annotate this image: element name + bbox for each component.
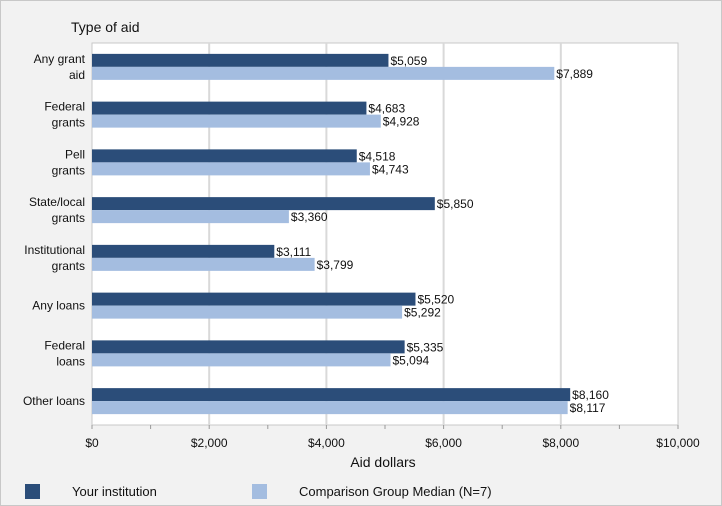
x-tick-label: $0 [85,436,99,450]
x-tick-label: $8,000 [542,436,579,450]
bar-value-label: $7,889 [556,67,593,81]
bar-value-label: $3,799 [317,258,354,272]
category-label: aid [69,68,85,82]
bar [92,401,568,415]
bar [92,305,403,319]
x-tick-label: $10,000 [656,436,700,450]
plot-area [91,42,679,426]
bar-value-label: $8,160 [572,388,609,402]
category-label: Any loans [32,299,85,313]
bar-value-label: $5,292 [404,306,441,320]
category-label: Institutional [24,243,85,257]
category-label: Federal [44,338,85,352]
category-label: grants [52,163,85,177]
category-label: grants [52,116,85,130]
bar [92,101,367,115]
bar-value-labels: $5,059 $7,889 $4,683$4,928 $4,518$4,743 $5,8… [276,54,609,415]
bar-value-label: $5,059 [390,54,427,68]
legend-item-comparison-group: Comparison Group Median (N=7) [252,484,492,499]
bar-value-label: $4,683 [368,102,405,116]
x-tick-labels: $0 $2,000 $4,000 $6,000 $8,000 $10,000 [85,436,700,450]
bar [92,53,389,67]
bar [92,244,275,258]
category-label: grants [52,211,85,225]
bar-value-label: $4,518 [359,149,396,163]
bar [92,388,571,402]
bar-value-label: $3,360 [291,210,328,224]
bar [92,149,357,163]
category-label: Federal [44,100,85,114]
y-axis-title: Type of aid [71,19,140,35]
category-label: Other loans [23,394,85,408]
bar [92,162,370,176]
bar-value-label: $3,111 [276,245,311,259]
category-labels: Any grant aid Federal grants Pell grants State… [23,52,86,408]
legend-swatch-comparison-group [252,484,267,499]
bar-value-label: $5,850 [437,197,474,211]
category-label: Pell [65,147,85,161]
legend-item-your-institution: Your institution [25,484,157,499]
bar-value-label: $4,928 [383,115,420,129]
bar-value-label: $5,520 [417,293,454,307]
legend-label-your-institution: Your institution [72,484,157,499]
bar [92,210,289,224]
category-label: loans [56,354,85,368]
bar-value-label: $8,117 [570,401,606,415]
x-tick-label: $2,000 [191,436,228,450]
bar-value-label: $4,743 [372,162,409,176]
legend-label-comparison-group: Comparison Group Median (N=7) [299,484,492,499]
bar [92,340,405,354]
bar-value-label: $5,335 [407,340,444,354]
bar [92,66,555,80]
bar [92,114,381,128]
bar [92,353,391,367]
x-axis-title: Aid dollars [350,454,415,470]
bar [92,292,416,306]
bars [92,53,571,415]
category-label: State/local [29,195,85,209]
bar-value-label: $5,094 [393,353,430,367]
x-tick-label: $6,000 [425,436,462,450]
legend-swatch-your-institution [25,484,40,499]
category-label: grants [52,259,85,273]
category-label: Any grant [34,52,86,66]
bar [92,257,315,271]
bar-chart: Type of aid $5,059 $7,889 $4,683$4,928 $4,5… [23,19,700,470]
legend: Your institution Comparison Group Median… [1,477,721,505]
x-tick-label: $4,000 [308,436,345,450]
bar [92,197,435,211]
